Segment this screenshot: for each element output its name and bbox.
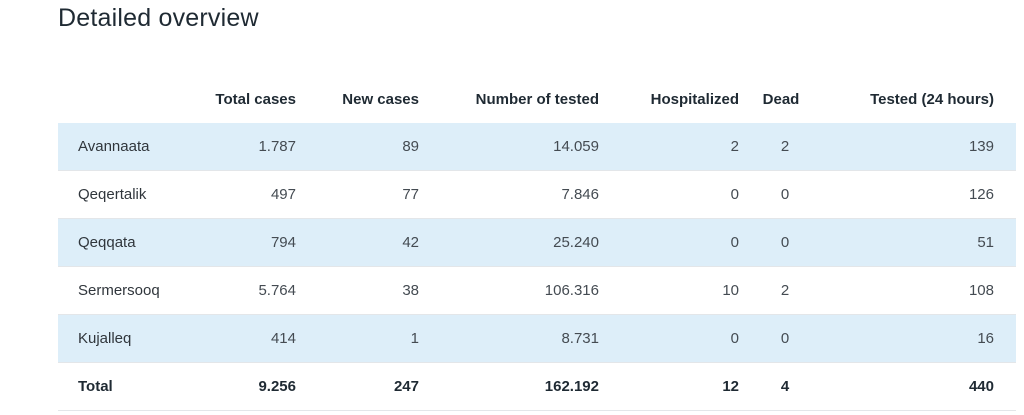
total-tested-24h-sum: 440 xyxy=(823,362,1016,411)
cell-hospitalized: 0 xyxy=(599,314,739,363)
cell-hospitalized: 10 xyxy=(599,266,739,315)
cell-total-cases: 414 xyxy=(180,314,296,363)
cell-number-tested: 8.731 xyxy=(419,314,599,363)
header-region xyxy=(58,76,180,123)
cell-total-cases: 5.764 xyxy=(180,266,296,315)
total-number-tested-sum: 162.192 xyxy=(419,362,599,411)
header-number-tested: Number of tested xyxy=(475,91,599,108)
cell-new-cases: 1 xyxy=(296,314,419,363)
table-total-row: Total 9.256 247 162.192 12 4 440 xyxy=(58,362,1016,411)
cell-region: Sermersooq xyxy=(58,266,180,315)
cell-total-cases: 1.787 xyxy=(180,123,296,171)
cell-new-cases: 38 xyxy=(296,266,419,315)
cell-dead: 0 xyxy=(739,314,823,363)
cell-hospitalized: 0 xyxy=(599,218,739,267)
header-new-cases: New cases xyxy=(342,91,419,108)
total-hospitalized-sum: 12 xyxy=(599,362,739,411)
total-new-cases-sum: 247 xyxy=(296,362,419,411)
cell-hospitalized: 2 xyxy=(599,123,739,171)
cell-tested-24h: 126 xyxy=(823,170,1016,219)
table-header-row: Total cases New cases Number of tested H… xyxy=(58,76,1016,123)
page-title: Detailed overview xyxy=(58,4,259,32)
cell-region: Qeqqata xyxy=(58,218,180,267)
cell-tested-24h: 139 xyxy=(823,123,1016,171)
cell-number-tested: 14.059 xyxy=(419,123,599,171)
table-row: Kujalleq 414 1 8.731 0 0 16 xyxy=(58,314,1016,363)
total-cases-sum: 9.256 xyxy=(180,362,296,411)
cell-dead: 0 xyxy=(739,218,823,267)
total-label: Total xyxy=(58,362,180,411)
overview-table: Total cases New cases Number of tested H… xyxy=(58,76,1016,411)
cell-tested-24h: 16 xyxy=(823,314,1016,363)
cell-tested-24h: 108 xyxy=(823,266,1016,315)
cell-number-tested: 7.846 xyxy=(419,170,599,219)
cell-number-tested: 106.316 xyxy=(419,266,599,315)
cell-new-cases: 89 xyxy=(296,123,419,171)
cell-total-cases: 794 xyxy=(180,218,296,267)
cell-tested-24h: 51 xyxy=(823,218,1016,267)
cell-dead: 0 xyxy=(739,170,823,219)
cell-hospitalized: 0 xyxy=(599,170,739,219)
cell-region: Qeqertalik xyxy=(58,170,180,219)
table-row: Avannaata 1.787 89 14.059 2 2 139 xyxy=(58,123,1016,171)
header-tested-24h: Tested (24 hours) xyxy=(870,91,994,108)
table-row: Sermersooq 5.764 38 106.316 10 2 108 xyxy=(58,266,1016,315)
cell-new-cases: 42 xyxy=(296,218,419,267)
table-row: Qeqertalik 497 77 7.846 0 0 126 xyxy=(58,170,1016,219)
cell-total-cases: 497 xyxy=(180,170,296,219)
header-dead: Dead xyxy=(762,91,800,108)
cell-dead: 2 xyxy=(739,123,823,171)
cell-new-cases: 77 xyxy=(296,170,419,219)
header-hospitalized: Hospitalized xyxy=(650,91,739,108)
cell-region: Avannaata xyxy=(58,123,180,171)
cell-region: Kujalleq xyxy=(58,314,180,363)
table-row: Qeqqata 794 42 25.240 0 0 51 xyxy=(58,218,1016,267)
header-total-cases: Total cases xyxy=(215,91,296,108)
cell-number-tested: 25.240 xyxy=(419,218,599,267)
total-dead-sum: 4 xyxy=(739,362,823,411)
cell-dead: 2 xyxy=(739,266,823,315)
